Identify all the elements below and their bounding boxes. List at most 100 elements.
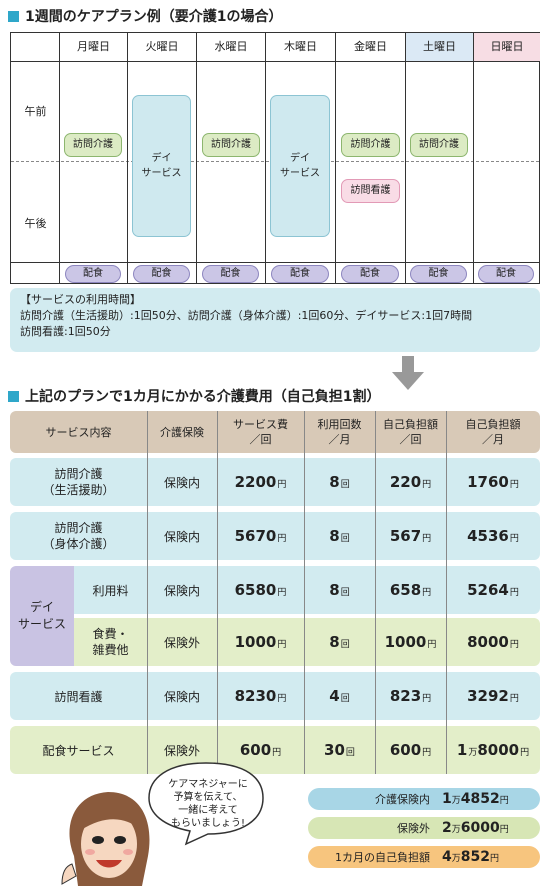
row-bg (10, 458, 540, 506)
meal-thu: 配食 (271, 265, 329, 283)
care-manager-avatar (61, 792, 150, 886)
section-marker-icon (8, 390, 19, 402)
usage-line-1: 訪問介護（生活援助）:1回50分、訪問介護（身体介護）:1回60分、デイサービス… (20, 309, 473, 322)
row2-times-value: 8 (329, 527, 340, 545)
row3-self-month-value: 5264 (467, 581, 509, 599)
visit-care-wed: 訪問介護 (202, 133, 260, 157)
weekly-schedule: 月曜日 火曜日 水曜日 木曜日 金曜日 土曜日 日曜日 午前 午後 訪問介護 訪… (10, 32, 540, 284)
unit-yen: 円 (509, 640, 519, 650)
unit-times: 回 (340, 534, 350, 544)
row-bg (10, 512, 540, 560)
unit-yen: 円 (277, 694, 287, 704)
visit-nursing-fri: 訪問看護 (341, 179, 400, 203)
row2-service: 訪問介護 （身体介護） (42, 521, 115, 551)
summary-total-rest: 852 (460, 849, 490, 865)
usage-line-2: 訪問看護:1回50分 (20, 325, 111, 338)
day-monday: 月曜日 (77, 40, 110, 53)
row4-fee-value: 1000 (234, 633, 277, 651)
row6-self-month: 1万8000円 (446, 726, 540, 774)
unit-yen: 円 (422, 534, 432, 544)
th-times: 利用回数 ／月 (317, 418, 362, 446)
row6-self-once-value: 600 (389, 741, 422, 759)
row5-fee-value: 8230 (234, 687, 277, 705)
unit-man: 万 (451, 825, 461, 835)
row3-times-value: 8 (329, 581, 340, 599)
col-divider (217, 411, 218, 774)
row6-service: 配食サービス (42, 743, 115, 758)
usage-time-box: 【サービスの利用時間】 訪問介護（生活援助）:1回50分、訪問介護（身体介護）:… (10, 288, 540, 352)
row4-insurance: 保険外 (163, 635, 200, 650)
unit-yen: 円 (277, 588, 287, 598)
row5-fee: 8230円 (217, 672, 304, 720)
row4-service: 食費・ 雑費他 (92, 627, 129, 657)
row5-self-month: 3292円 (446, 672, 540, 720)
row2-self-month-value: 4536 (467, 527, 509, 545)
col-line (196, 33, 197, 283)
row1-self-once-value: 220 (389, 473, 422, 491)
row5-service: 訪問看護 (54, 689, 103, 704)
visit-care-mon: 訪問介護 (64, 133, 122, 157)
row3-fee: 6580円 (217, 566, 304, 614)
th-service: サービス内容 (45, 425, 112, 439)
row-bg (10, 726, 540, 774)
sunday-header-bg (474, 33, 540, 61)
row6-rest-value: 8000 (477, 741, 520, 759)
day-sunday: 日曜日 (490, 40, 524, 53)
summary-uninsured-rest: 6000 (460, 820, 500, 836)
saturday-header-bg (406, 33, 474, 61)
summary-insured-label: 介護保険内 (375, 793, 430, 806)
meal-sun: 配食 (478, 265, 534, 283)
row4-times-value: 8 (329, 633, 340, 651)
header-divider (11, 61, 539, 62)
row1-self-month: 1760円 (446, 458, 540, 506)
section-marker-icon (8, 10, 19, 22)
unit-yen: 円 (422, 748, 432, 758)
row1-insurance: 保険内 (163, 475, 200, 490)
col-divider (446, 411, 447, 774)
unit-yen: 円 (499, 825, 509, 835)
unit-yen: 円 (490, 854, 500, 864)
col-divider (147, 411, 148, 774)
row2-fee: 5670円 (217, 512, 304, 560)
row4-self-once-value: 1000 (384, 633, 427, 651)
usage-title: 【サービスの利用時間】 (20, 293, 141, 306)
row2-insurance: 保険内 (163, 529, 200, 544)
cost-table: サービス内容 介護保険 サービス費 ／回 利用回数 ／月 自己負担額 ／回 自己… (10, 411, 540, 774)
unit-yen: 円 (427, 640, 437, 650)
col-divider (375, 411, 376, 774)
unit-yen: 円 (509, 588, 519, 598)
period-pm: 午後 (24, 217, 47, 230)
day-service-group: デイ サービス (10, 566, 74, 666)
meal-tue: 配食 (133, 265, 190, 283)
row-bg (10, 672, 540, 720)
th-insurance: 介護保険 (160, 425, 204, 439)
summary-total-label: 1カ月の自己負担額 (335, 851, 430, 864)
col-line (127, 33, 128, 283)
th-fee: サービス費 ／回 (233, 418, 288, 446)
row-bg (74, 618, 540, 666)
row4-fee: 1000円 (217, 618, 304, 666)
summary-insured-man: 1 (442, 791, 452, 807)
unit-yen: 円 (277, 534, 287, 544)
row6-self-once: 600円 (375, 726, 446, 774)
day-saturday: 土曜日 (423, 40, 456, 53)
th-self-month: 自己負担額 ／月 (465, 418, 521, 446)
day-tuesday: 火曜日 (145, 40, 179, 53)
unit-times: 回 (340, 588, 350, 598)
col-line (405, 33, 406, 283)
col-line (265, 33, 266, 283)
day-wednesday: 水曜日 (214, 40, 248, 53)
row2-self-once: 567円 (375, 512, 446, 560)
row3-fee-value: 6580 (234, 581, 277, 599)
row2-fee-value: 5670 (234, 527, 277, 545)
col-divider (304, 411, 305, 774)
row6-times-value: 30 (324, 741, 345, 759)
summary-insured-rest: 4852 (460, 791, 500, 807)
row5-insurance: 保険内 (163, 689, 200, 704)
row5-self-once: 823円 (375, 672, 446, 720)
summary-uninsured-label: 保険外 (397, 822, 430, 835)
unit-yen: 円 (422, 588, 432, 598)
row5-self-once-value: 823 (389, 687, 422, 705)
unit-yen: 円 (422, 694, 432, 704)
unit-times: 回 (340, 480, 350, 490)
